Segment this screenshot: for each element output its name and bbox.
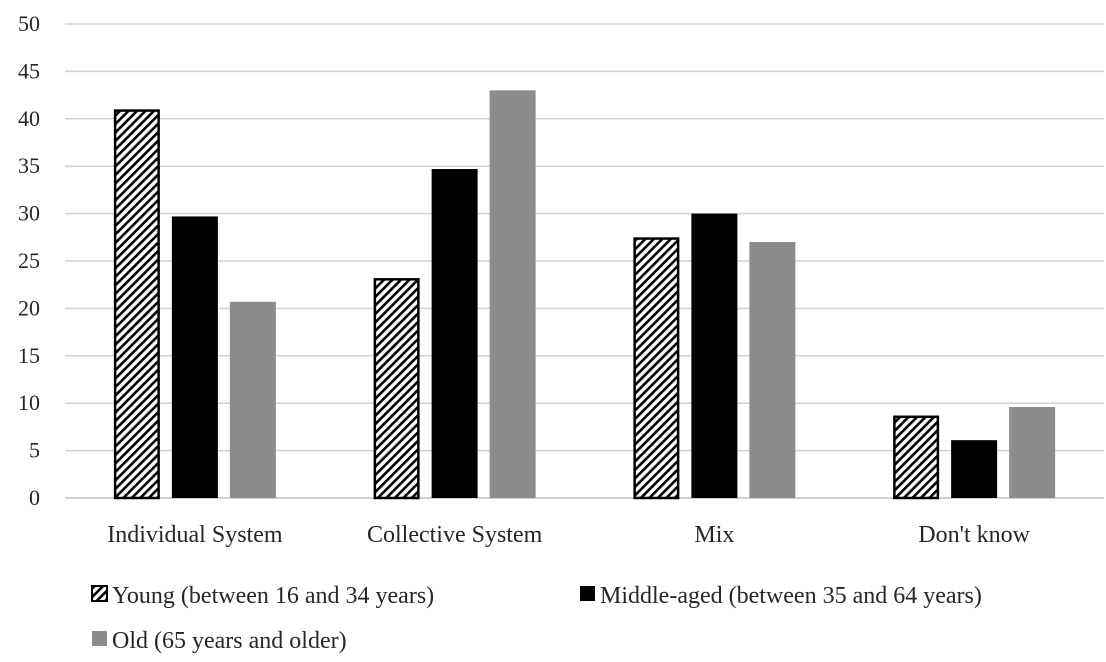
legend-swatch: [91, 585, 108, 602]
bar-old: [1009, 406, 1056, 498]
y-tick-label: 0: [29, 485, 40, 510]
y-tick-label: 40: [18, 106, 40, 131]
gridlines: [65, 23, 1104, 499]
legend: Young (between 16 and 34 years) Middle-ag…: [91, 583, 982, 654]
legend-label: Old (65 years and older): [112, 628, 347, 654]
bar-young: [893, 415, 940, 500]
y-tick-label: 45: [18, 58, 40, 83]
bar-young: [633, 237, 680, 500]
y-tick-label: 50: [18, 11, 40, 36]
bar-young: [113, 109, 160, 500]
y-tick-label: 5: [29, 438, 40, 463]
x-axis-category-labels: Individual System Collective System Mix Don…: [107, 522, 1030, 548]
x-category-label: Individual System: [107, 522, 283, 548]
legend-swatch: [92, 631, 107, 646]
y-axis-tick-labels: 0 5 10 15 20 25 30 35 40 45 50: [18, 11, 40, 510]
legend-swatch: [580, 586, 595, 601]
y-tick-label: 30: [18, 201, 40, 226]
bar-old: [489, 90, 536, 499]
bar-middle-aged: [431, 169, 478, 498]
x-category-label: Mix: [694, 522, 734, 548]
bar-old: [229, 301, 276, 498]
y-tick-label: 25: [18, 248, 40, 273]
bar-young: [373, 278, 420, 500]
bar-middle-aged: [691, 213, 738, 498]
x-category-label: Don't know: [918, 522, 1030, 548]
bar-old: [749, 242, 796, 498]
x-category-label: Collective System: [367, 522, 543, 548]
bar-middle-aged: [951, 440, 998, 498]
legend-label: Middle-aged (between 35 and 64 years): [600, 583, 982, 609]
bar-middle-aged: [171, 216, 218, 498]
bars: [113, 90, 1056, 500]
y-tick-label: 15: [18, 343, 40, 368]
legend-label: Young (between 16 and 34 years): [112, 583, 434, 609]
y-tick-label: 35: [18, 153, 40, 178]
y-tick-label: 20: [18, 295, 40, 320]
y-tick-label: 10: [18, 390, 40, 415]
